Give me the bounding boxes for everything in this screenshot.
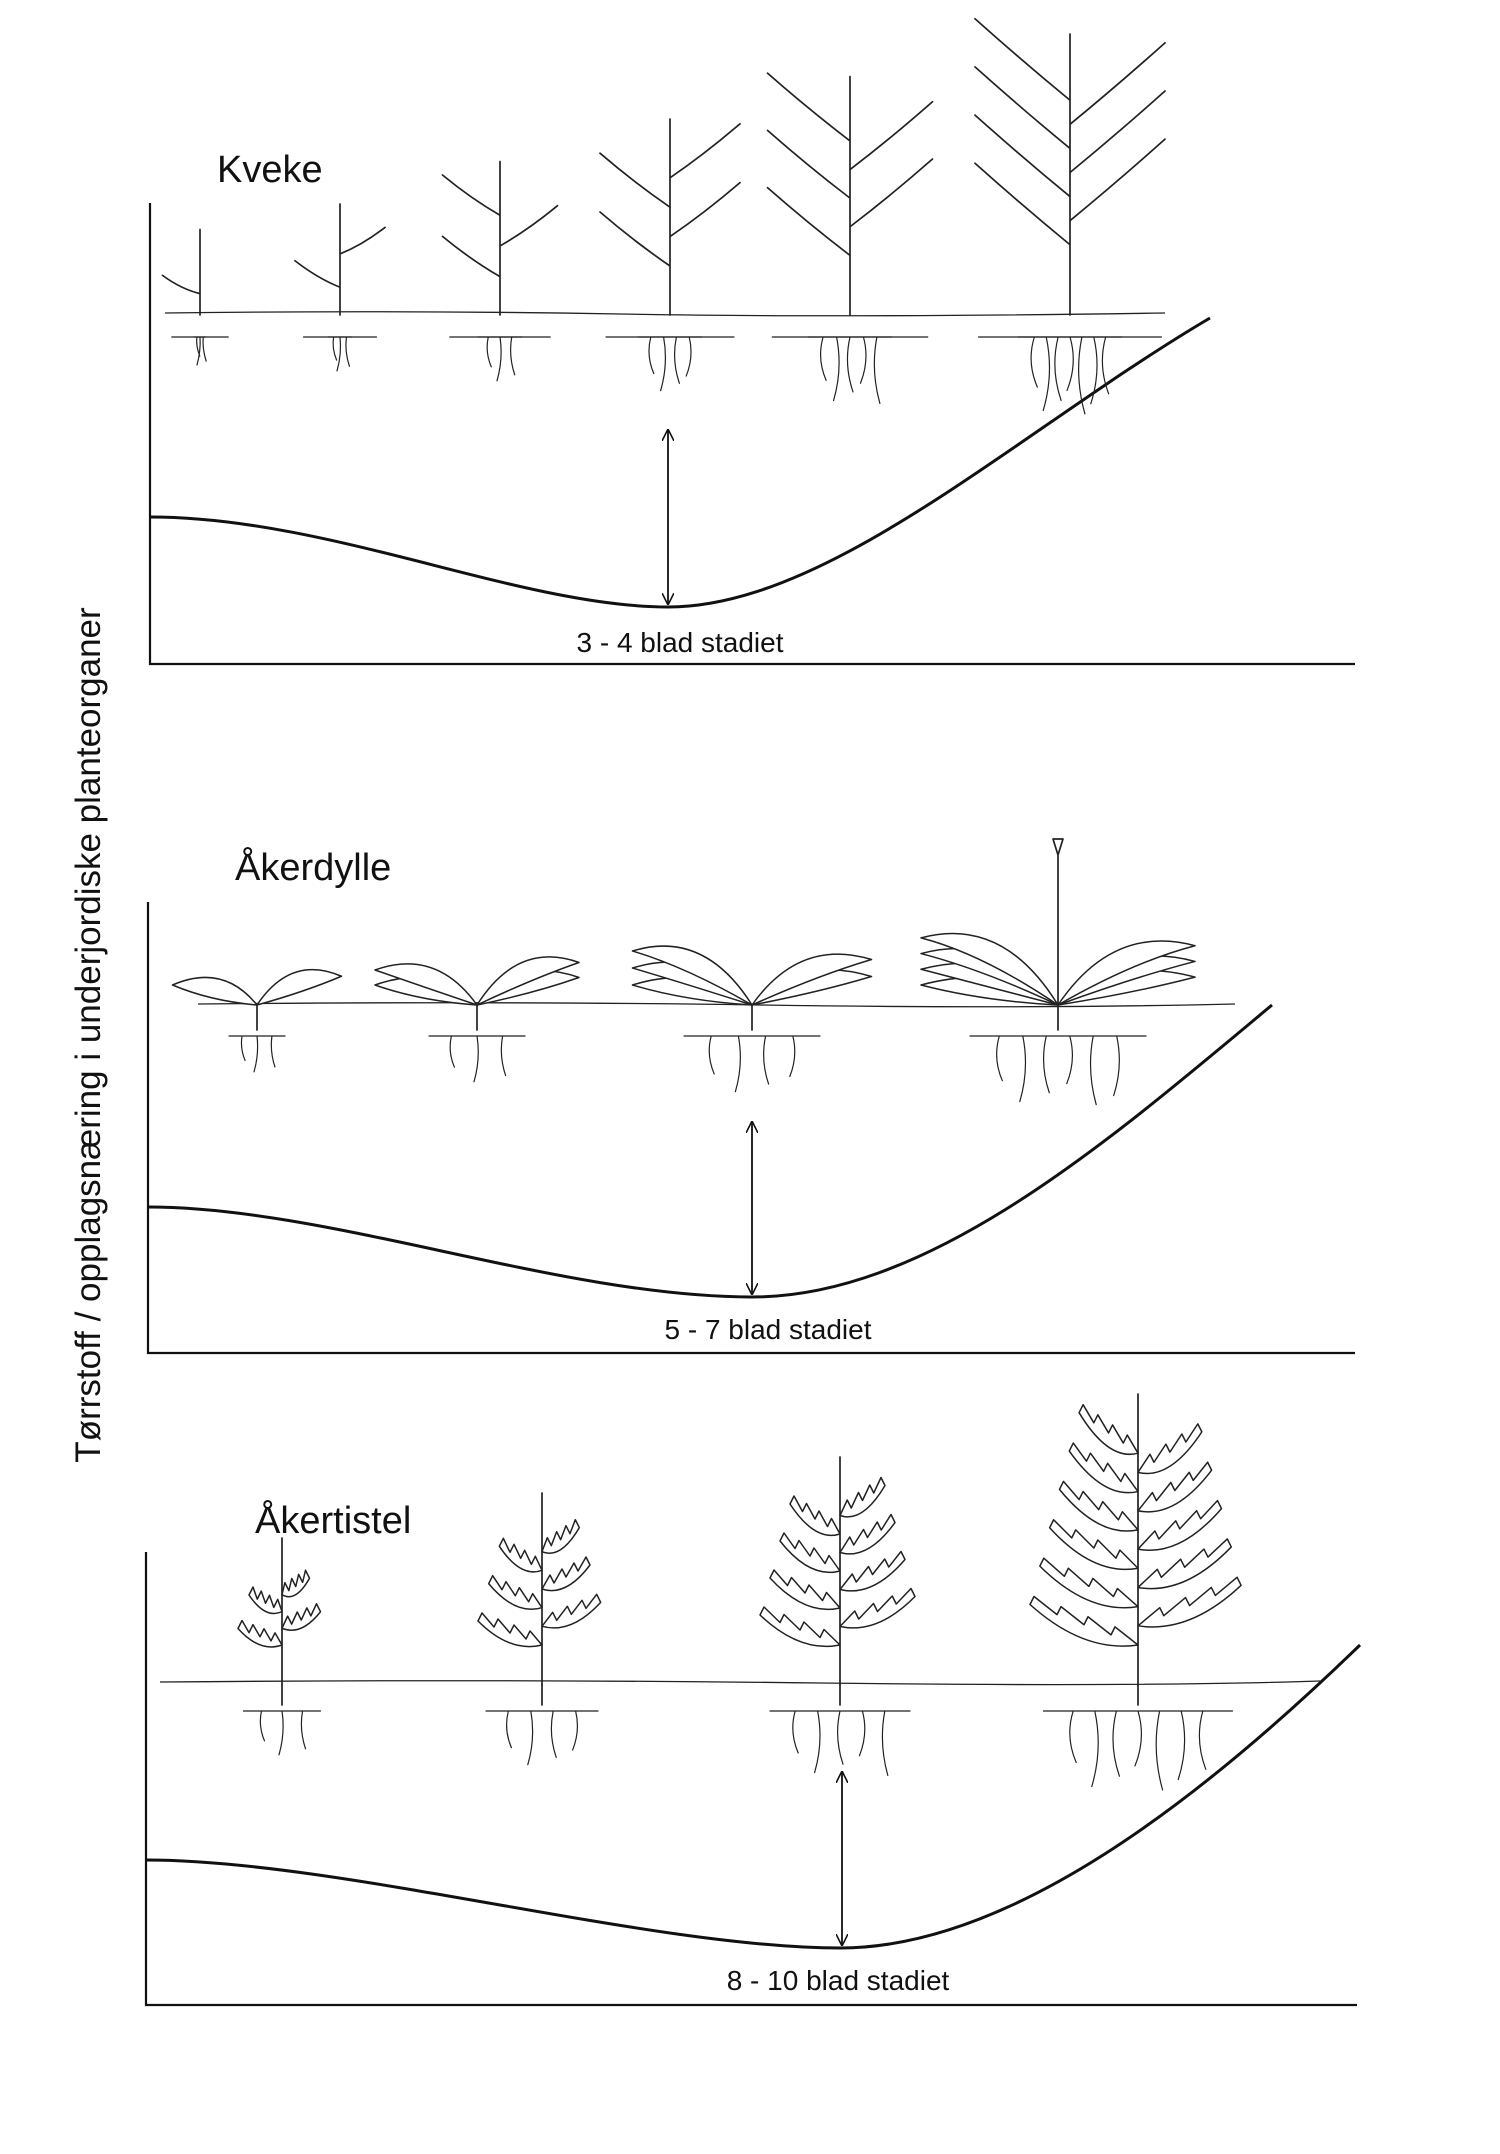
panel-axes xyxy=(146,902,1355,1355)
thistle-plant-icon xyxy=(237,1537,322,1756)
panel-akertistel: Åkertistel 8 - 10 blad stadiet xyxy=(144,1393,1362,2007)
rosette-plant-icon xyxy=(631,945,873,1093)
panel-axes xyxy=(148,203,1355,666)
thistle-plant-icon xyxy=(1029,1393,1242,1791)
thistle-plant-icon xyxy=(477,1492,602,1766)
panel-title: Kveke xyxy=(217,149,323,191)
panel-akerdylle: Åkerdylle 5 - 7 blad stadiet xyxy=(146,838,1355,1355)
soil-line xyxy=(159,1680,1321,1686)
stage-label: 5 - 7 blad stadiet xyxy=(664,1314,871,1345)
reserve-curve xyxy=(149,316,1211,609)
panel-axes xyxy=(144,1552,1357,2007)
plants-akertistel xyxy=(237,1393,1242,1791)
panel-title: Åkertistel xyxy=(255,1498,411,1542)
grass-plant-icon xyxy=(766,72,934,405)
reserve-curve xyxy=(147,1003,1273,1299)
panel-kveke: Kveke 3 - 4 blad stadiet xyxy=(148,17,1355,666)
y-axis-label: Tørrstoff / opplagsnæring i underjordisk… xyxy=(69,607,108,1463)
grass-plant-icon xyxy=(161,228,229,366)
rosette-plant-icon xyxy=(171,968,343,1073)
stage-label: 3 - 4 blad stadiet xyxy=(576,627,783,658)
plants-kveke xyxy=(161,17,1166,415)
rosette-plant-icon xyxy=(374,956,580,1083)
grass-plant-icon xyxy=(974,17,1166,415)
grass-plant-icon xyxy=(294,203,386,372)
soil-line xyxy=(164,311,1166,317)
stage-label: 8 - 10 blad stadiet xyxy=(727,1965,950,1996)
rosette-plant-icon xyxy=(920,838,1196,1106)
soil-line xyxy=(197,1002,1236,1008)
panel-title: Åkerdylle xyxy=(235,845,391,889)
grass-plant-icon xyxy=(441,160,559,382)
plants-akerdylle xyxy=(171,838,1196,1106)
grass-plant-icon xyxy=(599,118,741,392)
reserve-curve xyxy=(145,1643,1362,1950)
thistle-plant-icon xyxy=(759,1456,916,1776)
